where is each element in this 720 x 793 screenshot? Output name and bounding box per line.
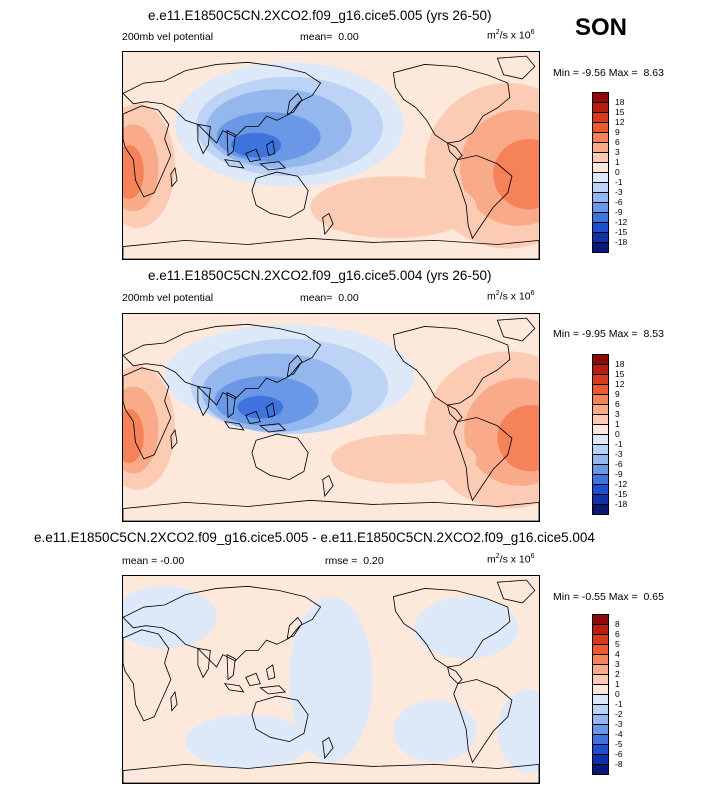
cbar-tick-label: 6 [615,629,620,639]
cbar-tick-label: 15 [615,369,625,379]
panel-2-mean-label: mean= [300,292,333,304]
panel-2-min-value: -9.95 [581,328,606,340]
cbar-tick-label: 0 [615,167,620,177]
panel-2-map [122,313,540,522]
cbar-tick-label: 2 [615,669,620,679]
panel-3-mean: mean = -0.00 [122,555,185,567]
panel-1-minmax: Min = -9.56 Max = 8.63 [553,67,664,79]
panel-2-max-value: 8.53 [643,328,664,340]
cbar-tick-label: -4 [615,729,623,739]
cbar-tick-label: 12 [615,379,625,389]
season-label: SON [575,14,628,41]
cbar-tick-label: -9 [615,469,623,479]
cbar-tick-label: -3 [615,719,623,729]
cbar-tick-label: 1 [615,157,620,167]
cbar-tick-label: 3 [615,409,620,419]
panel-2-minmax: Min = -9.95 Max = 8.53 [553,328,664,340]
cbar-tick-label: -3 [615,187,623,197]
cbar-tick-label: -8 [615,759,623,769]
cbar-tick-label: 6 [615,399,620,409]
panel-1-units: m2/s x 106 [487,29,535,42]
cbar-tick-label: 1 [615,679,620,689]
cbar-tick-label: -2 [615,709,623,719]
panel-1-mean: mean= 0.00 [300,31,359,43]
panel-3-max-label: Max = [608,591,638,603]
panel-2-max-label: Max = [608,328,638,340]
cbar-tick-label: -9 [615,207,623,217]
cbar-swatch [592,242,609,253]
panel-1-max-label: Max = [608,67,638,79]
cbar-tick-label: 6 [615,137,620,147]
panel-1-units-mid: /s x 10 [499,29,531,42]
panel-1-min-label: Min = [553,67,579,79]
panel-2-units-sup: 2 [495,290,500,297]
cbar-tick-label: 0 [615,429,620,439]
cbar-tick-label: -12 [615,479,628,489]
cbar-tick-label: -15 [615,489,628,499]
panel-1-units-base: m [487,29,496,42]
cbar-tick-label: -15 [615,227,628,237]
cbar-tick-label: 9 [615,389,620,399]
cbar-tick-label: -3 [615,449,623,459]
panel-3-map [122,575,540,784]
panel-2-mean: mean= 0.00 [300,292,359,304]
cbar-tick-label: 18 [615,97,625,107]
panel-1-max-value: 8.63 [643,67,664,79]
cbar-tick-label: -6 [615,459,623,469]
cbar-tick-label: -18 [615,237,628,247]
panel-3-rmse-label: rmse = [325,555,358,567]
panel-3-units: m2/s x 106 [487,553,535,566]
cbar-tick-label: 3 [615,659,620,669]
cbar-tick-label: 4 [615,649,620,659]
panel-3-min-value: -0.55 [581,591,606,603]
panel-2-units: m2/s x 106 [487,290,535,303]
panel-1-map [122,51,540,260]
panel-2-units-exp: 6 [530,290,535,297]
panel-3-rmse: rmse = 0.20 [325,555,384,567]
panel-2-min-label: Min = [553,328,579,340]
cbar-tick-label: 12 [615,117,625,127]
panel-3-rmse-value: 0.20 [363,555,384,567]
panel-3-title: e.e11.E1850C5CN.2XCO2.f09_g16.cice5.005 … [34,530,595,545]
panel-3-units-mid: /s x 10 [499,553,531,566]
cbar-tick-label: -12 [615,217,628,227]
panel-3-units-exp: 6 [530,553,535,560]
cbar-tick-label: 0 [615,689,620,699]
panel-1-mean-label: mean= [300,31,333,43]
cbar-tick-label: -5 [615,739,623,749]
cbar-tick-label: 9 [615,127,620,137]
cbar-tick-label: 8 [615,619,620,629]
panel-3-min-label: Min = [553,591,579,603]
panel-3-max-value: 0.65 [643,591,664,603]
cbar-swatch [592,764,609,775]
cbar-tick-label: -1 [615,177,623,187]
panel-3-units-sup: 2 [495,553,500,560]
cbar-tick-label: -6 [615,197,623,207]
panel-2-title: e.e11.E1850C5CN.2XCO2.f09_g16.cice5.004 … [148,268,492,283]
cbar-tick-label: -1 [615,439,623,449]
panel-2-field-label: 200mb vel potential [122,292,214,304]
cbar-tick-label: 1 [615,419,620,429]
panel-1-min-value: -9.56 [581,67,606,79]
cbar-tick-label: -18 [615,499,628,509]
cbar-tick-label: 15 [615,107,625,117]
panel-2-mean-value: 0.00 [338,292,359,304]
panel-3-minmax: Min = -0.55 Max = 0.65 [553,591,664,603]
cbar-tick-label: -6 [615,749,623,759]
panel-3-units-base: m [487,553,496,566]
panel-2-units-mid: /s x 10 [499,290,531,303]
panel-1-mean-value: 0.00 [338,31,359,43]
cbar-tick-label: 3 [615,147,620,157]
cbar-swatch [592,504,609,515]
panel-1-units-exp: 6 [530,29,535,36]
panel-1-title: e.e11.E1850C5CN.2XCO2.f09_g16.cice5.005 … [148,8,492,23]
panel-1-units-sup: 2 [495,29,500,36]
panel-1-field-label: 200mb vel potential [122,31,214,43]
panel-2-units-base: m [487,290,496,303]
cbar-tick-label: 18 [615,359,625,369]
cbar-tick-label: 5 [615,639,620,649]
cbar-tick-label: -1 [615,699,623,709]
